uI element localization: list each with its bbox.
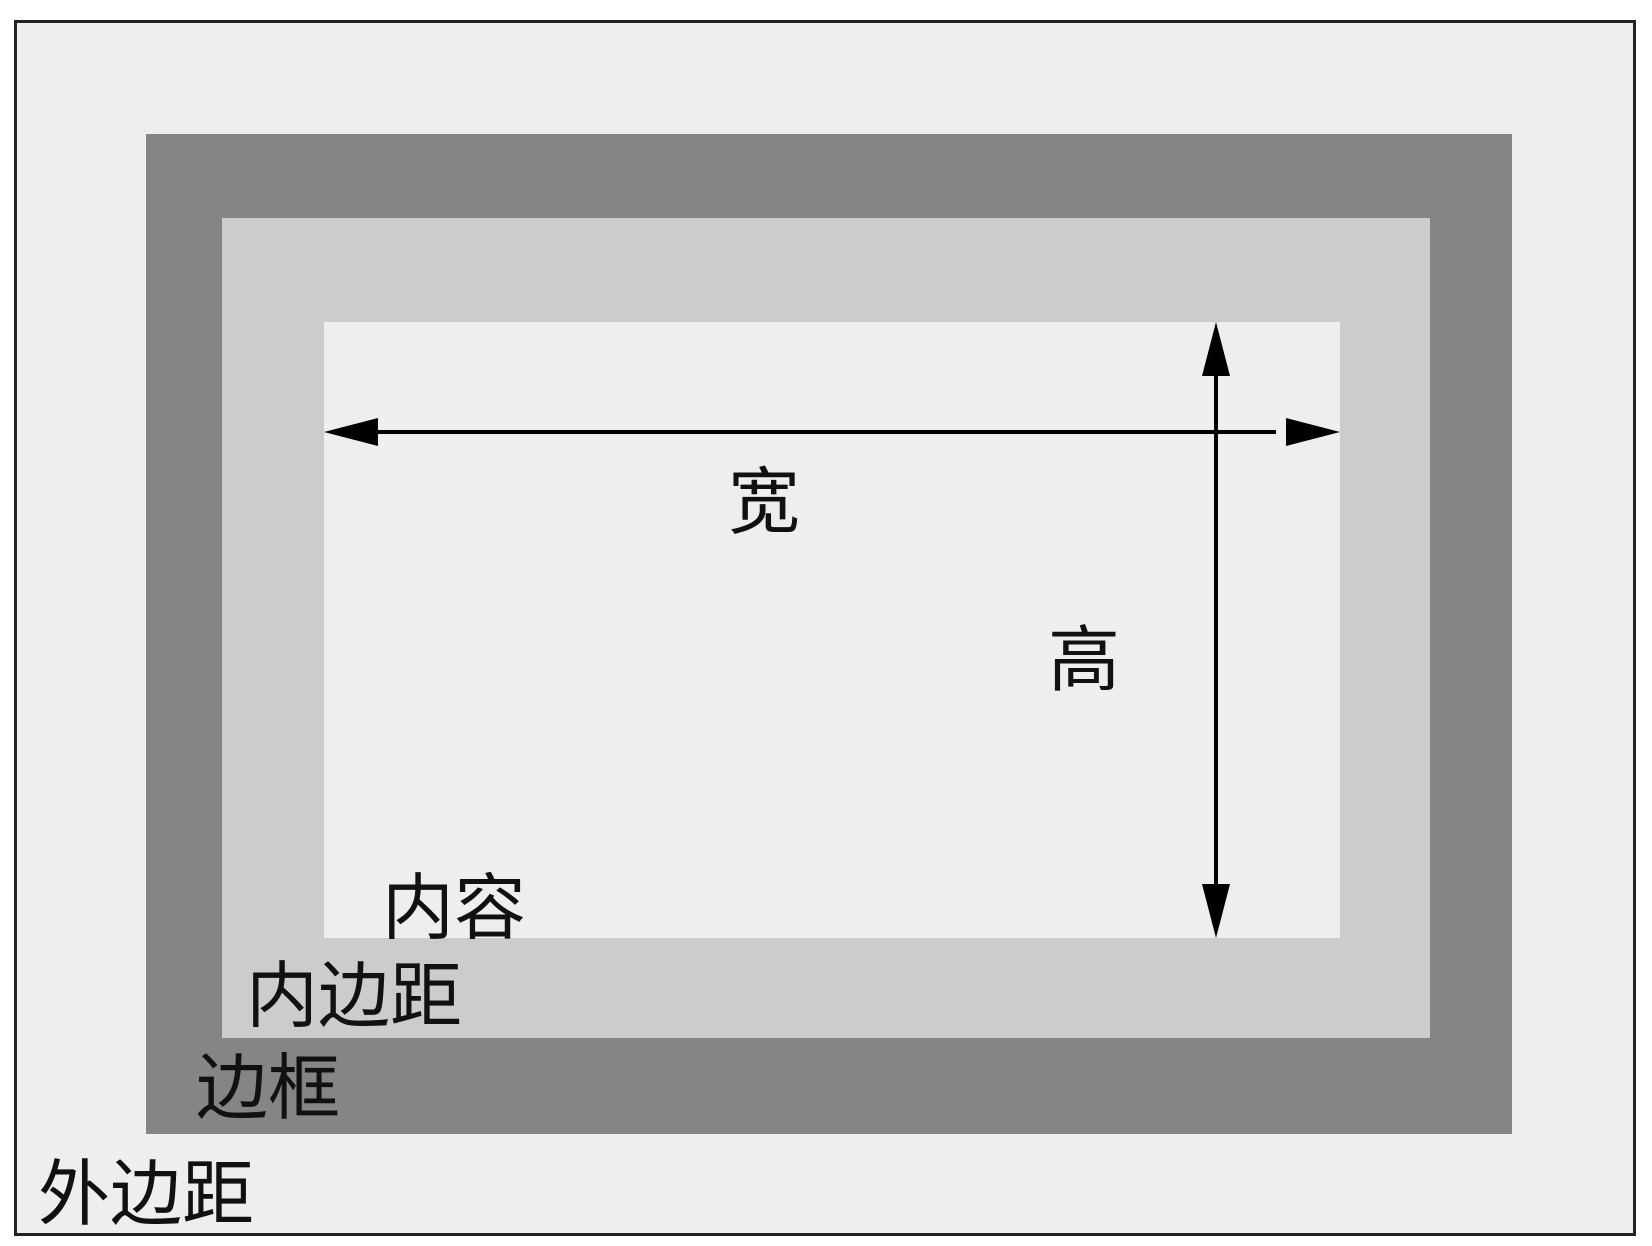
border-label: 边框 — [196, 1046, 341, 1130]
padding-label: 内边距 — [246, 954, 463, 1038]
content-area — [324, 322, 1340, 938]
margin-label: 外边距 — [38, 1152, 255, 1236]
content-label: 内容 — [382, 866, 527, 950]
height-label: 高 — [1048, 618, 1121, 702]
width-label: 宽 — [728, 460, 801, 544]
